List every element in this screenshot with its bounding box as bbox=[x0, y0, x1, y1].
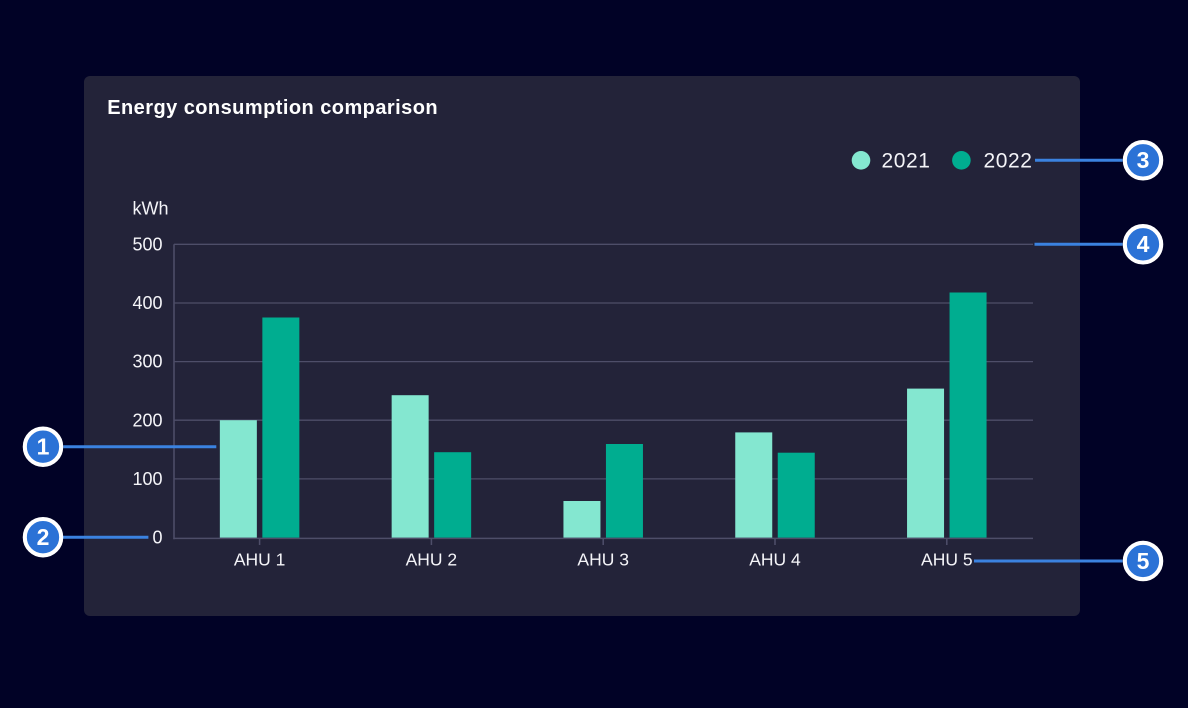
svg-text:2022: 2022 bbox=[984, 150, 1033, 173]
svg-text:AHU 5: AHU 5 bbox=[921, 550, 973, 570]
svg-text:400: 400 bbox=[132, 293, 162, 313]
svg-text:3: 3 bbox=[1137, 147, 1150, 173]
svg-text:Energy consumption comparison: Energy consumption comparison bbox=[107, 97, 438, 119]
svg-text:0: 0 bbox=[152, 528, 162, 548]
svg-text:500: 500 bbox=[132, 234, 162, 254]
svg-text:5: 5 bbox=[1137, 548, 1150, 574]
svg-text:200: 200 bbox=[132, 410, 162, 430]
svg-text:1: 1 bbox=[37, 434, 50, 460]
svg-text:kWh: kWh bbox=[133, 199, 169, 219]
svg-text:AHU 2: AHU 2 bbox=[406, 550, 458, 570]
svg-text:AHU 3: AHU 3 bbox=[577, 550, 629, 570]
svg-text:100: 100 bbox=[132, 469, 162, 489]
svg-text:AHU 4: AHU 4 bbox=[749, 550, 801, 570]
svg-text:AHU 1: AHU 1 bbox=[234, 550, 286, 570]
svg-text:2021: 2021 bbox=[882, 150, 931, 173]
svg-text:300: 300 bbox=[132, 352, 162, 372]
svg-text:4: 4 bbox=[1137, 231, 1150, 257]
svg-text:2: 2 bbox=[37, 524, 50, 550]
